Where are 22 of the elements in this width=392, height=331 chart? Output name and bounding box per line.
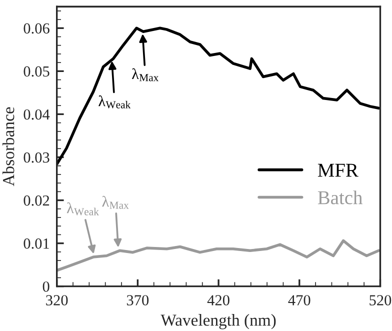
annotation: λ$_{Max}$ xyxy=(132,68,159,82)
y-tick-label: 0.04 xyxy=(24,109,50,120)
y-tick-label: 0.05 xyxy=(24,66,50,77)
y-tick-label: 0.01 xyxy=(24,238,49,249)
annotation: λ$_{Weak}$ xyxy=(98,95,131,108)
y-axis-title: Absorbance xyxy=(2,107,14,186)
x-tick-label: 320 xyxy=(46,295,68,306)
annotation: λ$_{Max}$ xyxy=(102,196,129,209)
annotation: λ$_{Weak}$ xyxy=(66,202,99,216)
x-tick-label: 470 xyxy=(288,295,310,306)
x-tick-label: 370 xyxy=(126,295,149,306)
x-axis-title: Wavelength (nm) xyxy=(160,314,276,330)
y-tick-label: 0.06 xyxy=(24,23,50,34)
y-tick-label: 0.03 xyxy=(24,152,50,163)
y-tick-label: 0.02 xyxy=(24,195,50,206)
legend-label: MFR xyxy=(318,164,358,177)
legend-label: Batch xyxy=(318,190,362,204)
x-tick-label: 420 xyxy=(207,295,230,306)
y-tick-label: 0 xyxy=(42,281,50,292)
line-series xyxy=(56,26,380,166)
line-series xyxy=(56,239,380,272)
x-tick-label: 520 xyxy=(370,295,392,306)
